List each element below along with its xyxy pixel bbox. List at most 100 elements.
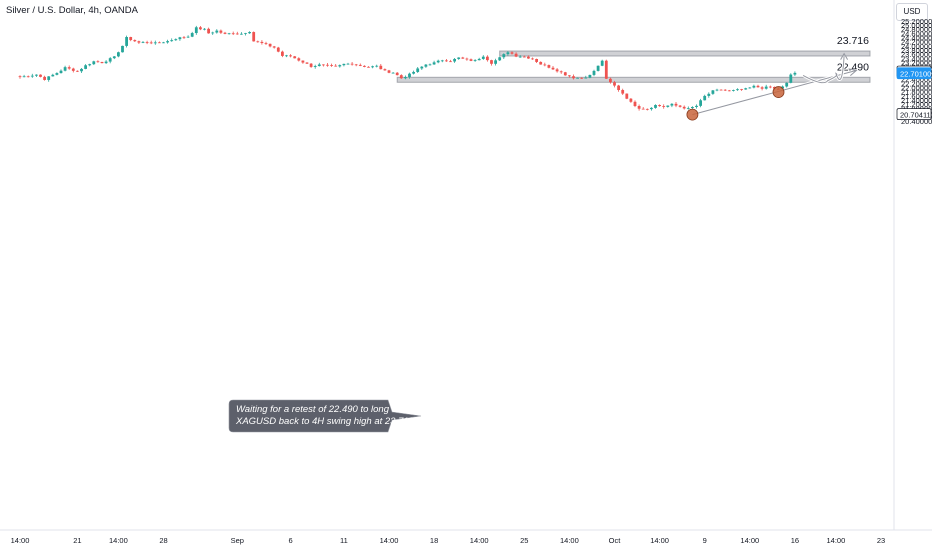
x-tick-label: 14:00 (827, 536, 846, 545)
candle (367, 66, 370, 68)
candle (420, 66, 424, 70)
candle (104, 60, 108, 65)
candle (293, 55, 297, 59)
candle (744, 87, 748, 90)
candle (174, 38, 178, 41)
candle (317, 62, 321, 67)
candle (428, 63, 432, 66)
candle (539, 61, 543, 65)
candle (490, 59, 493, 66)
candle (338, 64, 342, 68)
candle (100, 61, 104, 64)
y-tick-label: 21.60000 (901, 92, 932, 101)
candle (199, 26, 202, 31)
y-tick-label: 25.00000 (901, 21, 932, 30)
swing-marker[interactable] (772, 86, 785, 98)
candle (547, 64, 551, 69)
candle (457, 57, 461, 60)
candle (662, 104, 666, 109)
candle (596, 65, 600, 72)
candle (162, 41, 165, 44)
candle (740, 88, 743, 91)
candle (768, 85, 772, 89)
candle (395, 71, 399, 76)
callout-box[interactable]: Waiting for a retest of 22.490 to longXA… (228, 399, 422, 433)
candle (535, 58, 538, 64)
candle (514, 52, 518, 58)
candle (342, 63, 346, 67)
candle (158, 41, 161, 44)
candle (732, 89, 735, 92)
candle (363, 65, 366, 68)
candle (703, 94, 707, 101)
candle (194, 25, 198, 35)
candle (584, 75, 588, 79)
candle (752, 84, 756, 89)
candle (268, 43, 272, 48)
candle (63, 65, 67, 72)
candle (166, 39, 169, 44)
candle (76, 70, 79, 73)
candle (346, 62, 350, 65)
candle (793, 71, 797, 76)
y-tick-label: 24.00000 (901, 42, 932, 51)
candle (149, 40, 153, 45)
candle (424, 63, 428, 68)
candle (764, 84, 768, 90)
candle (719, 89, 723, 91)
callout-text: XAGUSD back to 4H swing high at 23.716 (235, 416, 415, 427)
price-zone[interactable] (499, 50, 871, 57)
swing-marker[interactable] (686, 108, 699, 121)
currency-button[interactable]: USD (896, 3, 928, 21)
candle (736, 88, 739, 91)
price-tag: 20.70411 (896, 108, 932, 120)
candle (440, 59, 444, 63)
projection-path[interactable] (802, 55, 845, 84)
y-tick-label: 24.20000 (901, 38, 932, 47)
candle (625, 93, 629, 100)
candle (272, 45, 276, 49)
candle (281, 50, 284, 58)
candle (645, 108, 649, 111)
candle (108, 57, 112, 64)
candle (235, 31, 239, 35)
candle (580, 77, 584, 79)
candle (609, 77, 612, 84)
candle (481, 55, 485, 60)
candle (59, 69, 63, 74)
candle (789, 73, 793, 84)
candle (592, 69, 596, 77)
x-tick-label: 14:00 (470, 536, 489, 545)
candle (153, 40, 157, 45)
candle (498, 56, 502, 62)
candle (305, 62, 309, 65)
candle (563, 71, 567, 76)
candle (408, 72, 411, 79)
candle (510, 51, 514, 55)
candle (182, 36, 186, 39)
candle (760, 86, 764, 91)
candle (252, 31, 256, 42)
candle (117, 51, 120, 58)
price-zone[interactable] (396, 76, 871, 83)
candle (604, 59, 608, 80)
candle (543, 62, 547, 67)
candle (391, 71, 395, 74)
candle (330, 63, 333, 67)
candle (711, 89, 715, 95)
candle (35, 74, 38, 78)
candle (748, 87, 752, 89)
candle (88, 63, 92, 67)
candle (658, 104, 661, 107)
candle (404, 75, 407, 80)
y-tick-label: 20.40000 (901, 117, 932, 126)
candle (22, 74, 26, 78)
candle (387, 69, 391, 74)
x-tick-label: 14:00 (11, 536, 30, 545)
candle (256, 40, 260, 43)
candle (112, 56, 116, 60)
candle (555, 67, 559, 73)
candle (39, 74, 42, 78)
trendline-arrowhead (848, 68, 858, 77)
